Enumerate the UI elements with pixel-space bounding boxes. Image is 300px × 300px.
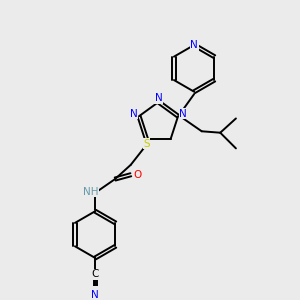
- Text: N: N: [130, 109, 138, 119]
- Text: O: O: [133, 170, 142, 180]
- Text: NH: NH: [82, 187, 98, 197]
- Text: N: N: [179, 109, 187, 119]
- Text: N: N: [91, 290, 99, 300]
- Text: C: C: [92, 269, 99, 279]
- Text: S: S: [143, 139, 150, 149]
- Text: N: N: [155, 93, 162, 103]
- Text: N: N: [190, 40, 198, 50]
